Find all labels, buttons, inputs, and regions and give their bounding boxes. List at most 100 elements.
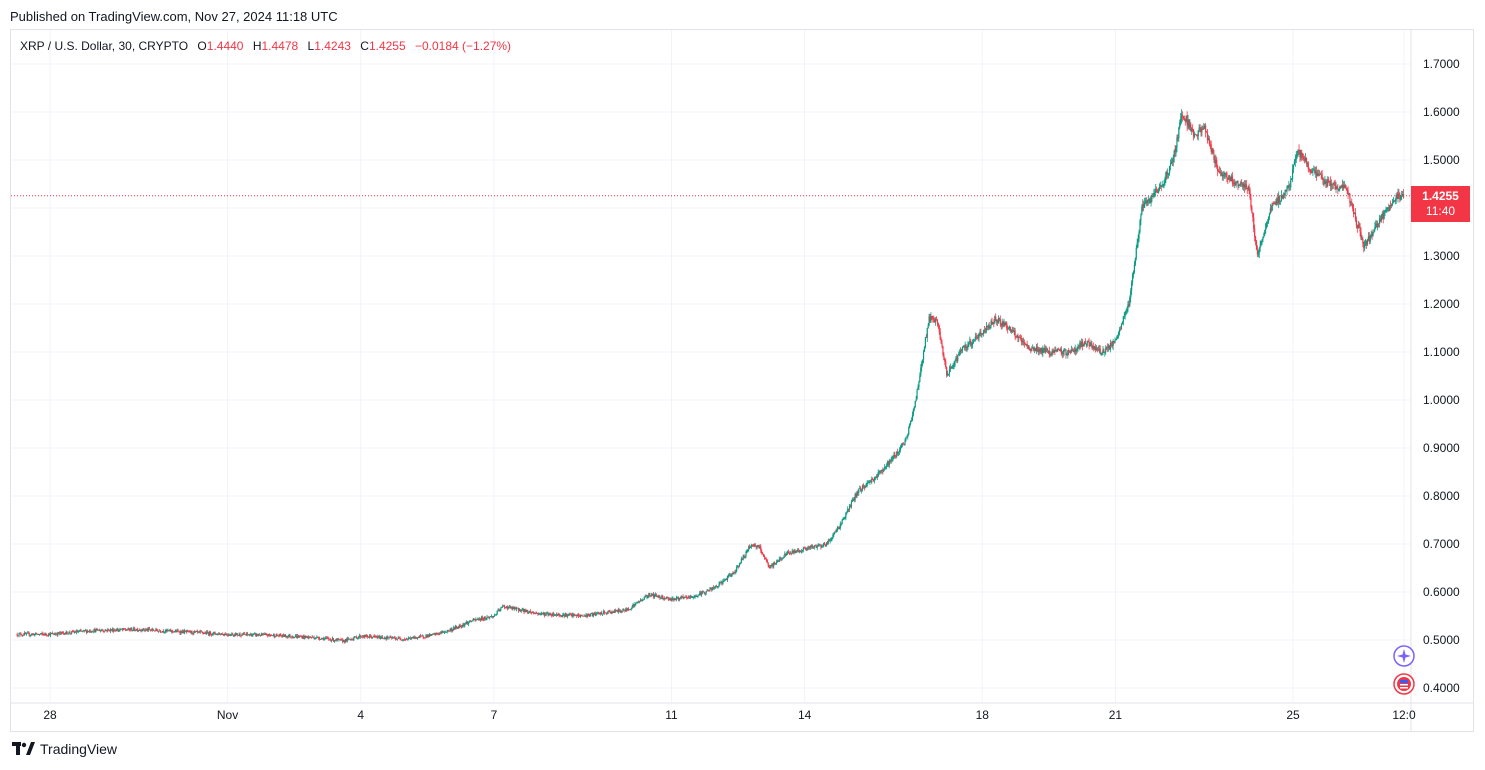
candle-body [1113, 341, 1115, 343]
candle-body [968, 342, 970, 344]
candle-body [83, 630, 85, 631]
candle-body [929, 316, 931, 322]
candle-body [1252, 212, 1254, 218]
candle-body [386, 636, 388, 640]
candle-body [198, 631, 200, 633]
candle-body [1232, 183, 1234, 185]
candle-body [906, 436, 908, 438]
candle-body [1156, 191, 1159, 193]
candle-body [1178, 127, 1180, 139]
candle-body [244, 633, 246, 635]
candle-body [357, 636, 360, 638]
candle-body [742, 555, 744, 560]
candle-body [363, 635, 365, 638]
candle-body [122, 629, 124, 631]
candle-body [139, 629, 141, 631]
candle-body [370, 636, 373, 638]
candle-body [194, 631, 196, 632]
candle-body [1164, 178, 1166, 184]
candle-body [443, 632, 446, 634]
candle-body [766, 559, 768, 563]
candle-body [892, 457, 894, 459]
candle-body [1282, 194, 1284, 199]
candle-body [188, 630, 190, 632]
candle-body [70, 633, 72, 634]
candle-body [1322, 178, 1324, 185]
candle-body [352, 639, 354, 641]
candle-body [597, 612, 599, 614]
candle-body [611, 612, 613, 614]
candle-body [834, 531, 836, 533]
candle-body [1222, 174, 1224, 177]
candle-body [87, 630, 90, 632]
candle-body [1262, 236, 1264, 240]
candle-body [521, 609, 523, 611]
candle-body [435, 632, 437, 635]
candle-body [491, 616, 493, 617]
candle-body [245, 634, 247, 636]
tradingview-brand[interactable]: TradingView [12, 741, 117, 757]
candle-body [1023, 341, 1025, 344]
candle-body [365, 635, 367, 637]
candle-body [178, 631, 180, 633]
candle-body [1061, 353, 1063, 355]
candle-body [1236, 180, 1238, 183]
candle-body [785, 553, 787, 555]
candle-body [282, 634, 284, 637]
candle-body [1288, 185, 1290, 187]
economic-events-icon[interactable] [1393, 673, 1415, 695]
candle-body [1368, 236, 1370, 242]
candle-body [215, 633, 217, 635]
symbol-legend[interactable]: XRP / U.S. Dollar, 30, CRYPTO O1.4440 H1… [20, 39, 517, 53]
candle-body [1355, 219, 1357, 226]
candle-body [571, 614, 573, 617]
candle-body [589, 614, 591, 617]
candle-body [1049, 354, 1051, 356]
candle-body [1144, 200, 1147, 203]
candle-body [1131, 274, 1134, 283]
candle-body [770, 564, 772, 568]
candle-body [1119, 329, 1121, 333]
candle-body [996, 320, 999, 323]
candle-body [107, 629, 109, 632]
candle-body [480, 617, 483, 620]
candle-body [1074, 348, 1076, 352]
candle-body [161, 631, 163, 632]
candle-body [1045, 348, 1048, 350]
candle-body [494, 614, 496, 616]
candle-body [134, 628, 136, 631]
candle-body [60, 632, 62, 634]
candle-body [894, 454, 896, 456]
candle-body [836, 529, 838, 532]
candle-body [1386, 207, 1388, 210]
candle-body [16, 634, 18, 636]
candle-body [459, 625, 461, 627]
ai-assistant-icon[interactable] [1393, 645, 1415, 667]
chart-frame[interactable] [10, 29, 1474, 732]
candle-body [212, 632, 214, 635]
candle-body [1308, 168, 1310, 170]
candle-body [1341, 184, 1344, 188]
candle-body [342, 639, 344, 643]
candle-body [1316, 173, 1319, 177]
candle-body [641, 600, 643, 601]
candle-body [394, 638, 397, 640]
candle-body [1231, 176, 1234, 184]
candle-body [910, 420, 913, 422]
candle-body [1189, 124, 1191, 128]
candle-body [375, 636, 377, 638]
candle-body [448, 630, 450, 632]
candle-body [235, 633, 237, 635]
candle-body [1131, 282, 1133, 291]
candle-body [1375, 223, 1377, 227]
candle-body [114, 630, 116, 632]
candle-body [1205, 125, 1207, 132]
candle-body [168, 630, 170, 632]
candle-body [882, 470, 884, 472]
candle-body [257, 634, 259, 636]
candle-body [264, 633, 266, 635]
candle-body [295, 635, 298, 638]
candle-body [1101, 353, 1103, 354]
candle-body [1033, 347, 1035, 351]
